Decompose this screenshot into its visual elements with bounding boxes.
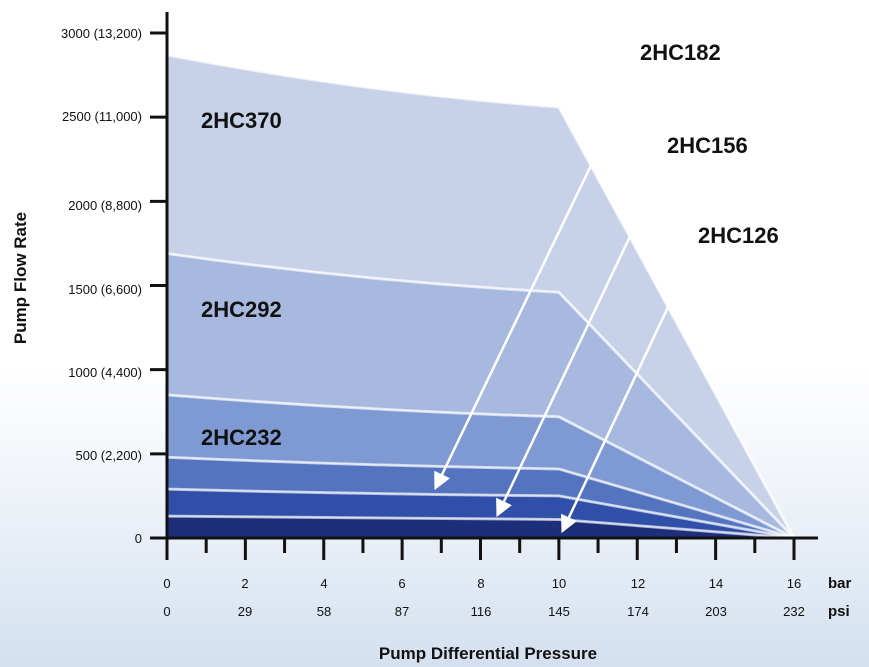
area-edge-2HC126 — [166, 514, 795, 540]
callout-arrow-2HC126 — [561, 253, 695, 534]
x-tick-label-psi: 232 — [783, 604, 805, 619]
x-tick-label-bar: 8 — [477, 576, 484, 591]
series-label-2HC156: 2HC156 — [667, 133, 748, 158]
x-tick-label-bar: 4 — [320, 576, 327, 591]
x-tick-label-bar: 6 — [398, 576, 405, 591]
x-tick-label-bar: 12 — [631, 576, 645, 591]
series-label-2HC232: 2HC232 — [201, 425, 282, 450]
y-tick-label: 1500 (6,600) — [68, 282, 142, 297]
x-tick-label-psi: 203 — [705, 604, 727, 619]
x-tick-label-bar: 10 — [552, 576, 566, 591]
y-tick-label: 500 (2,200) — [76, 448, 143, 463]
x-axis-title: Pump Differential Pressure — [379, 644, 597, 663]
y-tick-label: 1000 (4,400) — [68, 365, 142, 380]
x-tick-label-psi: 87 — [395, 604, 409, 619]
callout-arrow-2HC156 — [496, 164, 666, 518]
x-tick-label-psi: 116 — [471, 604, 492, 619]
x-tick-label-psi: 145 — [548, 604, 570, 619]
x-unit-psi: psi — [828, 603, 850, 620]
series-label-2HC292: 2HC292 — [201, 297, 282, 322]
area-edge-2HC156 — [166, 487, 795, 540]
y-tick-label: 3000 (13,200) — [61, 26, 142, 41]
x-tick-labels-psi: 0 29 58 87 116 145 174 203 232 psi — [163, 603, 849, 620]
x-tick-label-psi: 58 — [317, 604, 331, 619]
x-tick-label-psi: 0 — [163, 604, 170, 619]
area-edge-2HC182 — [166, 455, 795, 540]
x-tick-label-bar: 2 — [241, 576, 248, 591]
x-tick-label-bar: 16 — [787, 576, 801, 591]
y-tick-labels: 0 500 (2,200) 1000 (4,400) 1500 (6,600) … — [61, 26, 142, 546]
x-tick-label-bar: 0 — [163, 576, 170, 591]
x-unit-bar: bar — [828, 575, 852, 592]
x-tick-labels-bar: 0 2 4 6 8 10 12 14 16 bar — [163, 575, 851, 592]
y-tick-label: 2000 (8,800) — [68, 198, 142, 213]
area-edge-2HC292 — [166, 252, 796, 540]
x-tick-label-bar: 14 — [709, 576, 723, 591]
area-edge-2HC232 — [166, 393, 795, 540]
area-sheen — [166, 53, 796, 540]
y-tick-label: 0 — [135, 531, 142, 546]
y-axis-ticks — [150, 31, 167, 540]
series-label-2HC126: 2HC126 — [698, 223, 779, 248]
x-axis-ticks — [165, 538, 796, 560]
y-axis-title: Pump Flow Rate — [11, 212, 30, 344]
x-tick-label-psi: 174 — [627, 604, 649, 619]
y-tick-label: 2500 (11,000) — [62, 109, 142, 124]
x-tick-label-psi: 29 — [238, 604, 252, 619]
callout-arrow-2HC182 — [434, 69, 639, 491]
series-label-2HC370: 2HC370 — [201, 108, 282, 133]
series-label-2HC182: 2HC182 — [640, 40, 721, 65]
area-edge-2HC370 — [166, 53, 796, 539]
